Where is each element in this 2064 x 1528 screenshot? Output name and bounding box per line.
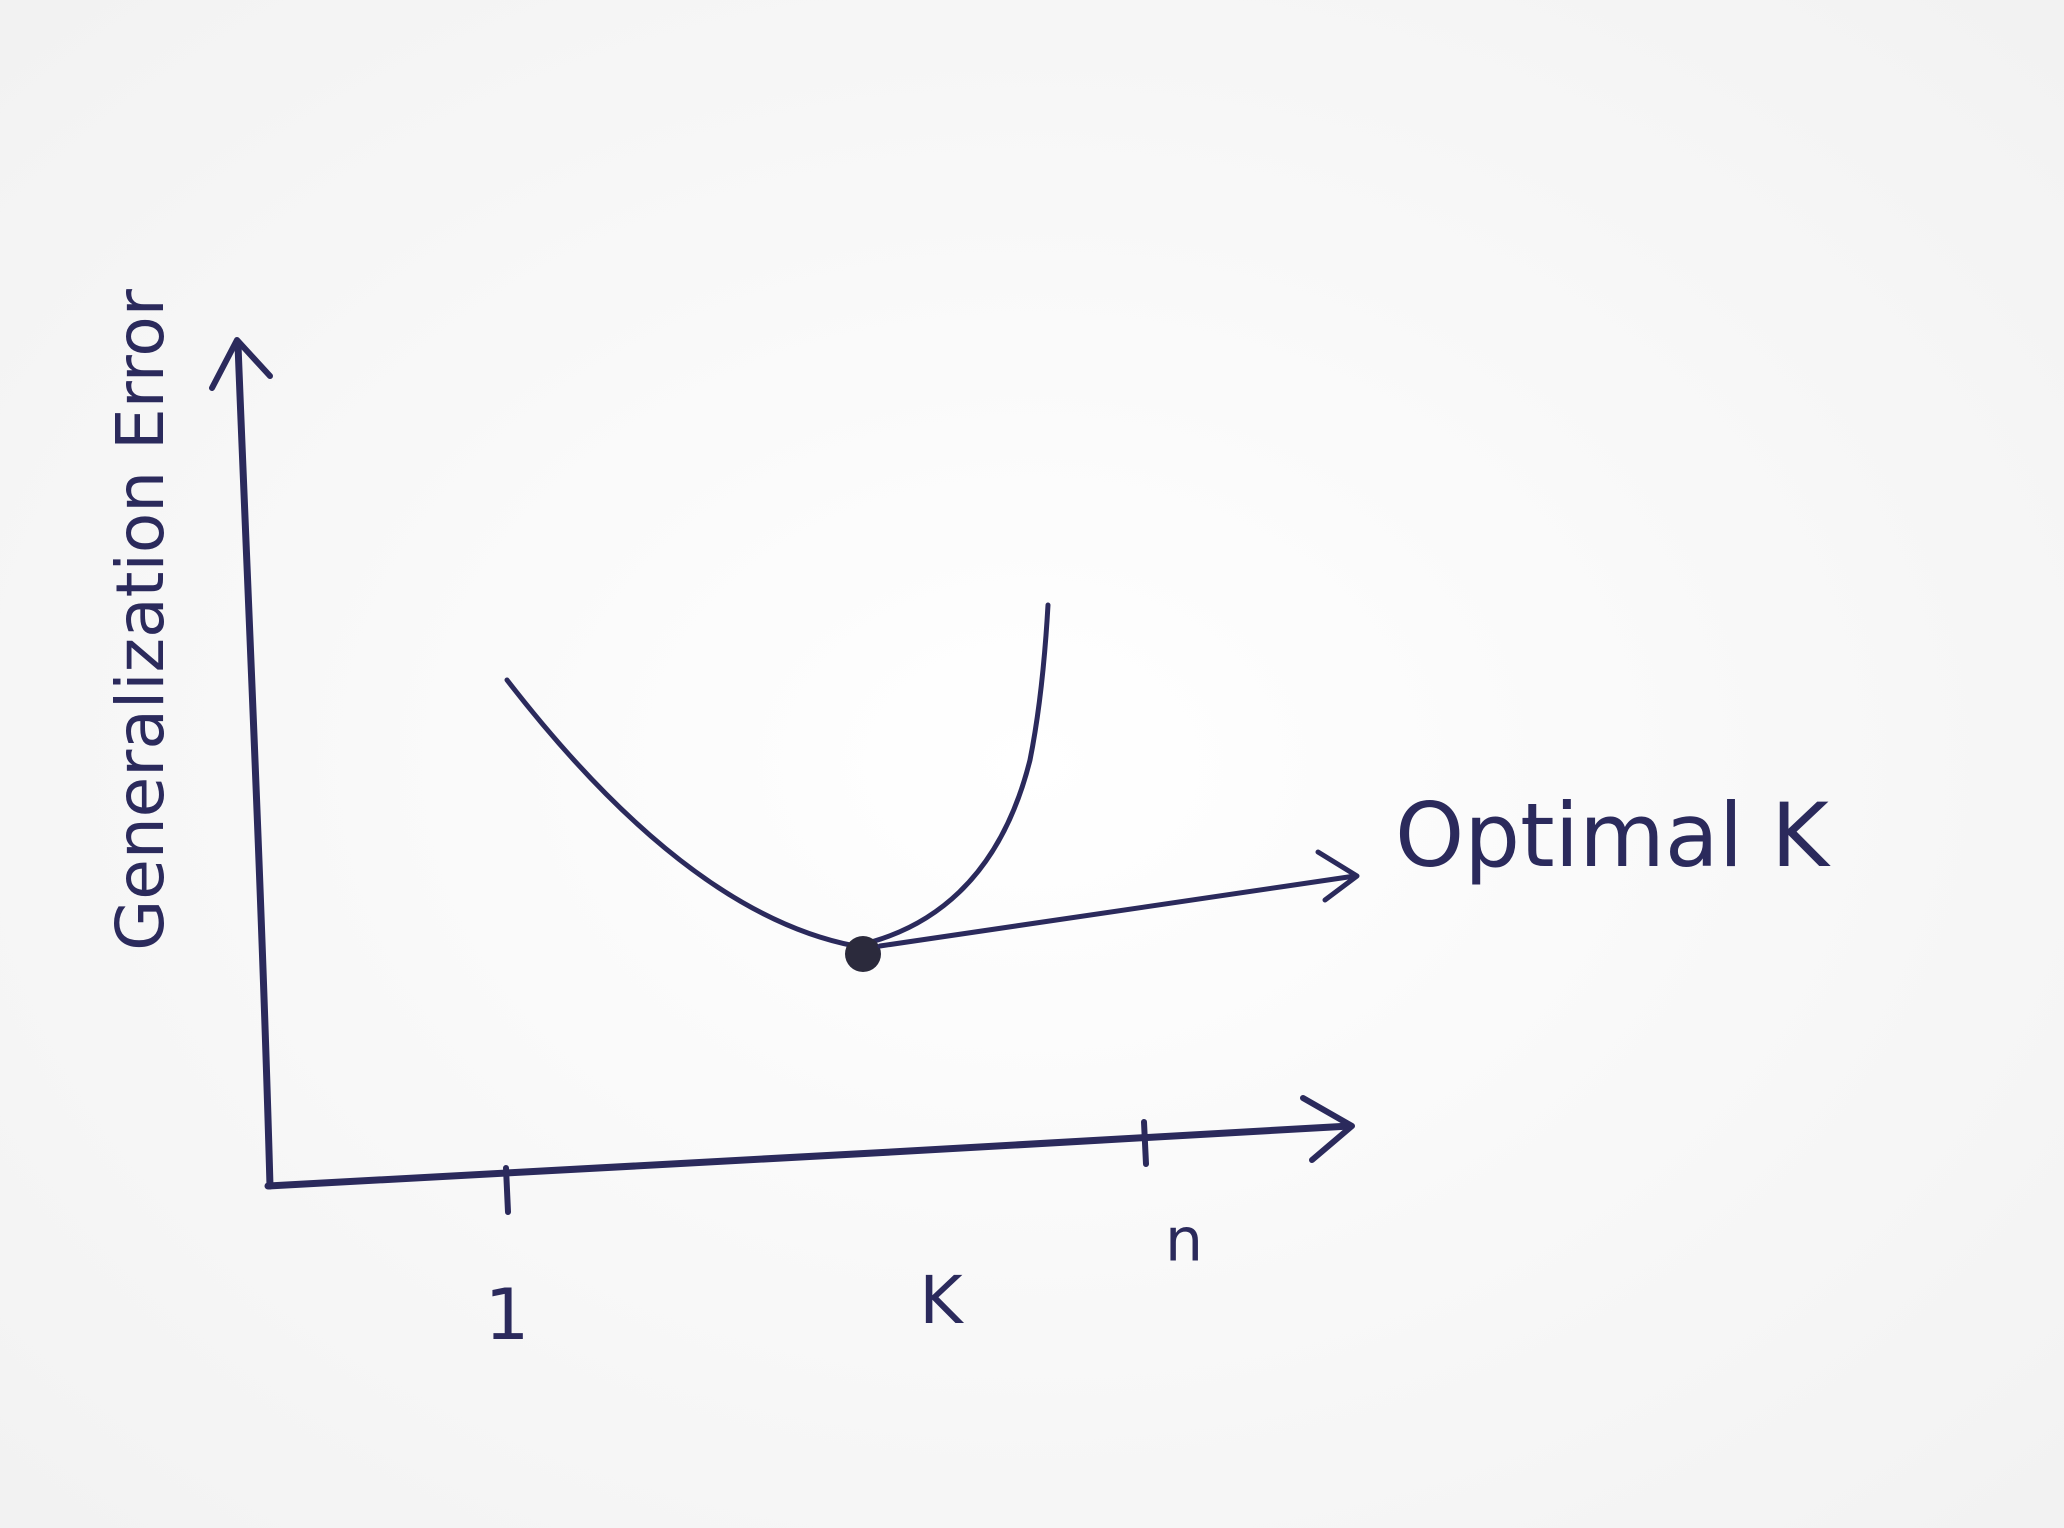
y-axis [234, 341, 274, 1190]
optimal-point [845, 936, 881, 972]
x-axis-arrowhead [1300, 1095, 1355, 1163]
error-curve [504, 602, 1051, 949]
y-axis-label: Generalization Error [102, 288, 179, 951]
x-axis-label: K [919, 1262, 964, 1339]
x-tick [1141, 1119, 1149, 1167]
y-axis-arrowhead [209, 337, 273, 391]
annotation-arrowhead [1315, 849, 1360, 903]
x-tick-label: 1 [485, 1274, 530, 1356]
annotation: Optimal K [1395, 784, 1831, 887]
x-tick-label: n [1165, 1206, 1203, 1276]
x-tick [503, 1165, 511, 1215]
annotation-arrow [877, 873, 1358, 949]
x-axis [264, 1122, 1354, 1190]
